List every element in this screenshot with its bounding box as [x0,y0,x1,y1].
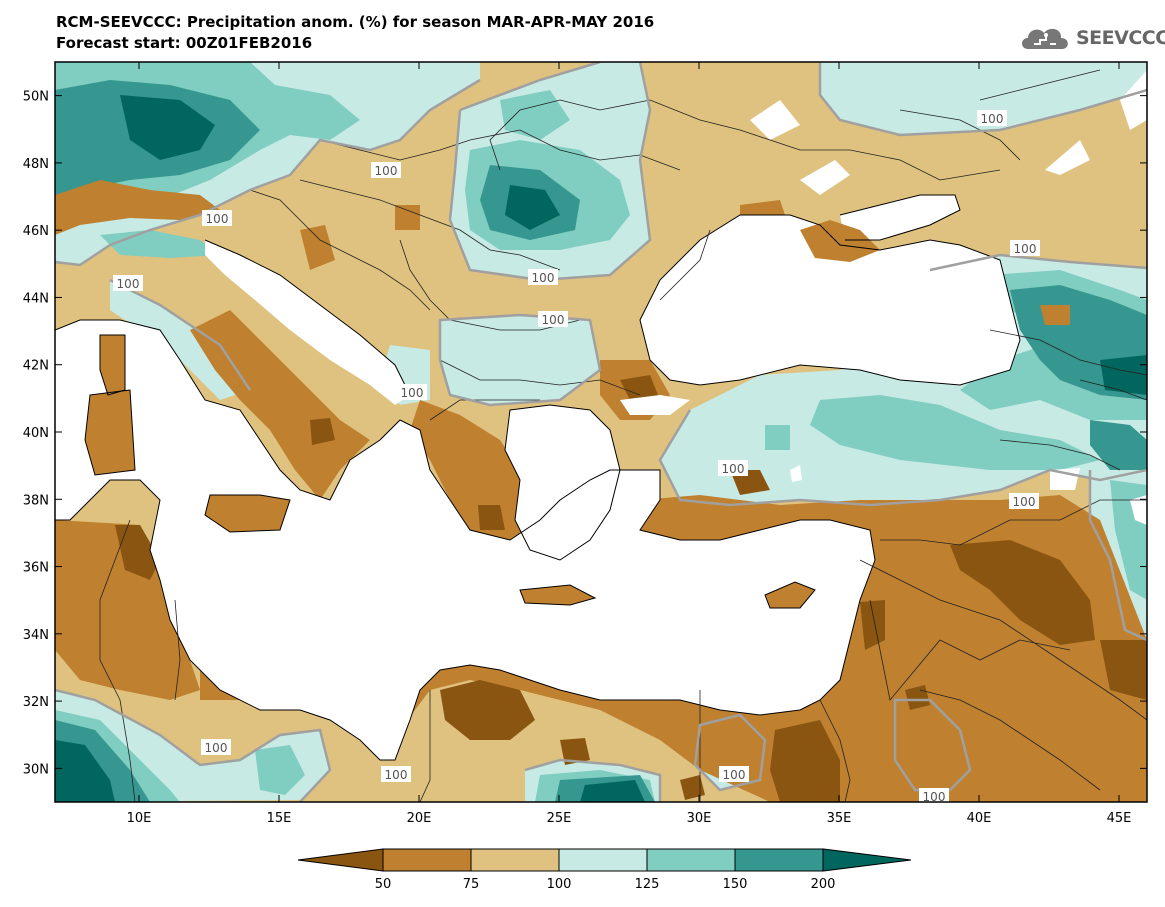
lon-label: 40E [967,811,992,826]
lat-label: 46N [23,224,49,239]
colorbar-label: 50 [375,877,392,892]
lat-label: 38N [23,493,49,508]
title-line-1: RCM-SEEVCCC: Precipitation anom. (%) for… [56,13,655,31]
contour-label: 100 [542,313,565,327]
lon-label: 10E [127,811,152,826]
lat-label: 40N [23,426,49,441]
lat-label: 44N [23,291,49,306]
contour-label-bg [381,766,411,782]
lon-label: 30E [687,811,712,826]
lat-label: 32N [23,695,49,710]
map-axes: 50N 48N 46N 44N 42N 40N 38N 36N 34N 32N 30N 10E 15E 2… [23,62,1147,826]
lake-dnieper [750,100,800,140]
sardinia [85,390,135,475]
contour-label-bg [1009,493,1039,509]
sea-of-azov [840,195,960,240]
sea-masks [55,70,1147,760]
colorbar-segment [470,848,560,872]
contour-label-bg [397,384,427,400]
contour-label: 100 [385,768,408,782]
crimea [800,220,880,262]
coastlines [55,194,1021,761]
contour-label-bg [202,210,232,226]
cloud-logo-icon [1022,28,1068,49]
contour-label: 100 [723,768,746,782]
lat-label: 50N [23,90,49,105]
lon-label: 15E [267,811,292,826]
marmara-sea [620,395,690,415]
title-line-2: Forecast start: 00Z01FEB2016 [56,34,313,52]
map-field [55,62,1147,802]
colorbar: 50 75 100 125 150 200 [297,848,912,892]
lon-label: 25E [547,811,572,826]
lat-label: 30N [23,762,49,777]
contour-label-bg [201,739,231,755]
lake-mainland [800,160,850,195]
contour-label-bg [919,788,949,804]
corsica [100,335,125,395]
contour-label: 100 [401,386,424,400]
adriatic-sea [205,240,410,405]
cyprus [765,582,815,608]
contour-label: 100 [205,741,228,755]
colorbar-label: 150 [723,877,748,892]
black-sea [640,215,1020,385]
colorbar-arrow-left [297,848,384,872]
colorbar-label: 200 [811,877,836,892]
lat-label: 34N [23,628,49,643]
contour-label-bg [113,275,143,291]
contour-label: 100 [923,790,946,804]
contour-label: 100 [722,462,745,476]
contour-label: 100 [981,112,1004,126]
contour-label-bg [538,311,568,327]
sicily [205,495,290,532]
field-lt50 [105,338,1147,802]
crete [520,585,595,605]
map-title: RCM-SEEVCCC: Precipitation anom. (%) for… [56,12,654,54]
colorbar-segment [646,848,736,872]
colorbar-label: 100 [547,877,572,892]
field-gt200 [55,95,1147,802]
colorbar-segment [734,848,824,872]
islands [85,220,880,608]
contour-label: 100 [1013,495,1036,509]
colorbar-label: 75 [463,877,480,892]
contour-label: 100 [375,164,398,178]
contour-label-bg [718,460,748,476]
contour-label-bg [1010,240,1040,256]
contour-label: 100 [1014,242,1037,256]
seevccc-logo: SEEVCCC [1018,22,1165,54]
contour-label-bg [977,110,1007,126]
lat-label: 48N [23,157,49,172]
colorbar-arrow-right [822,848,912,872]
country-borders [99,69,1147,802]
contour-labels: 100 100 100 100 100 100 100 100 100 100 100 100 100 1… [113,110,1040,804]
lon-label: 35E [827,811,852,826]
contour-label-bg [719,766,749,782]
contour-label-bg [371,162,401,178]
contour-label-bg [528,269,558,285]
mediterranean-sea [55,320,875,760]
contour-label: 100 [206,212,229,226]
lat-label: 42N [23,359,49,374]
colorbar-segment [558,848,648,872]
logo-text: SEEVCCC [1076,27,1165,49]
tyrrhenian-sea [140,395,270,495]
lon-label: 45E [1107,811,1132,826]
colorbar-segment [382,848,472,872]
contour-label: 100 [532,271,555,285]
aegean-sea [505,405,620,560]
lat-label: 36N [23,561,49,576]
colorbar-label: 125 [635,877,660,892]
contour-label: 100 [117,277,140,291]
lon-label: 20E [407,811,432,826]
